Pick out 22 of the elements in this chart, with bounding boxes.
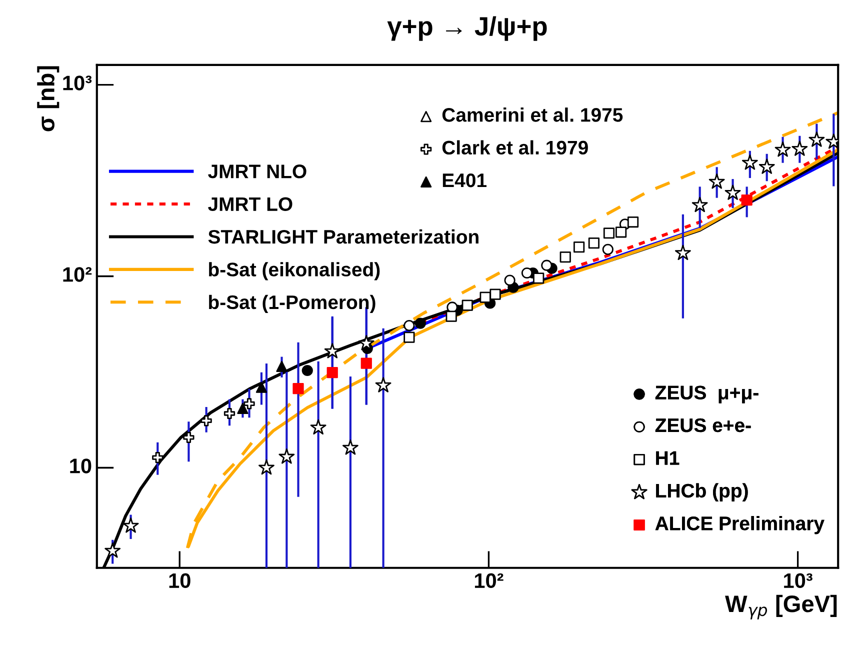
x-axis-title: W$_{γp}$ [GeV]	[725, 594, 837, 620]
legend-label: H1	[656, 451, 680, 465]
legend-label: ALICE Preliminary	[655, 516, 824, 534]
legend-label: Clark et al. 1979	[442, 140, 588, 155]
legend-label: ZEUS μ+μ-	[655, 386, 758, 404]
legend-label: ZEUS e+e-	[655, 418, 751, 432]
y-axis-title: σ [nb]	[37, 66, 60, 132]
legend-label: STARLIGHT Parameterization	[208, 229, 478, 244]
chart-title: γ+p → J/ψ+p	[387, 16, 547, 41]
legend-label: JMRT LO	[208, 197, 292, 212]
legend-label: LHCb (pp)	[656, 483, 748, 502]
legend-label: b-Sat (eikonalised)	[209, 262, 380, 280]
legend-label: JMRT NLO	[208, 164, 306, 178]
legend-label: Camerini et al. 1975	[442, 108, 623, 122]
legend-label: E401	[442, 173, 486, 188]
y-tick-label: 10²	[63, 267, 92, 282]
x-tick-label: 10³	[784, 573, 812, 588]
legend-label: b-Sat (1-Pomeron)	[209, 294, 376, 313]
y-tick-label: 10³	[63, 76, 92, 90]
x-tick-label: 10	[169, 573, 190, 588]
x-tick-label: 10²	[474, 573, 504, 588]
y-tick-label: 10	[70, 458, 92, 474]
